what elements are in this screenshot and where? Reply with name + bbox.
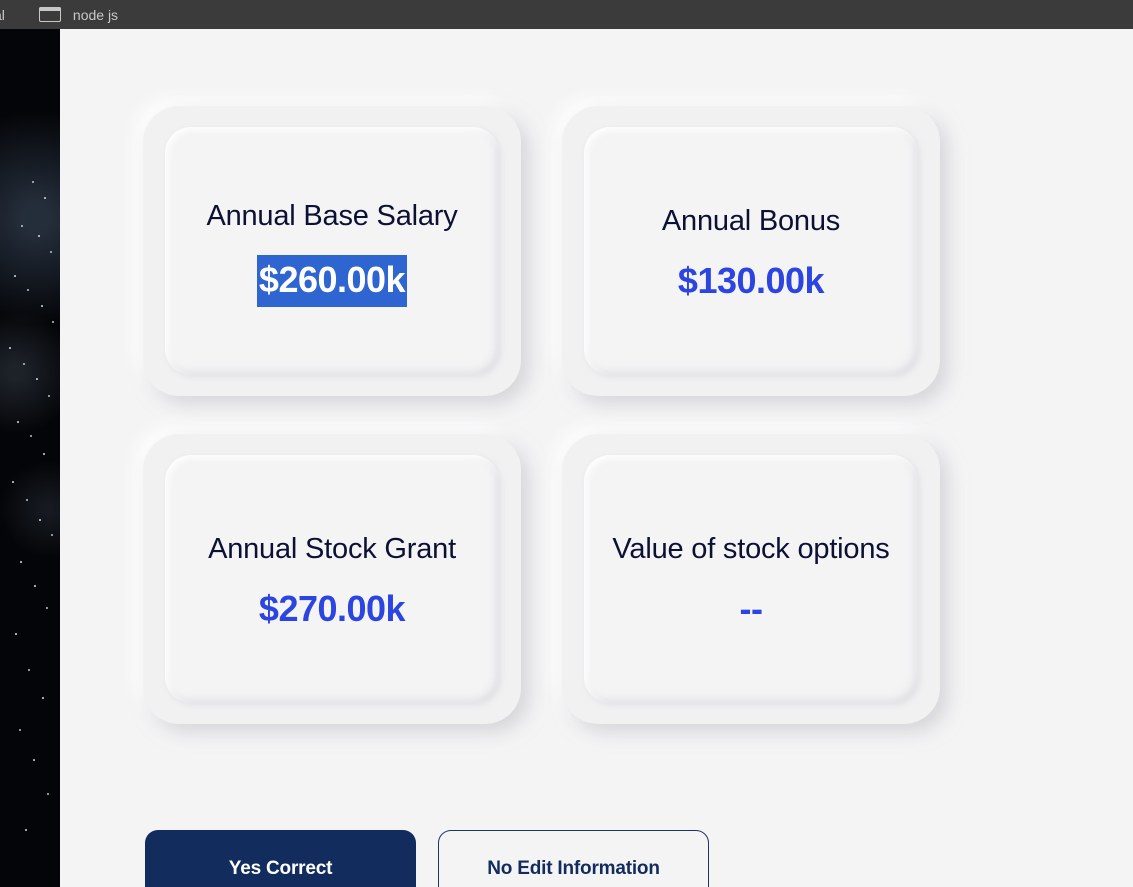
- yes-correct-button[interactable]: Yes Correct: [145, 830, 416, 887]
- card-value[interactable]: $260.00k: [256, 255, 408, 307]
- card-title: Annual Bonus: [661, 205, 841, 237]
- sidebar-background-image: [0, 29, 60, 887]
- action-button-row: Yes Correct No Edit Information: [145, 830, 709, 887]
- card-title: Value of stock options: [612, 533, 890, 565]
- window-icon: [38, 7, 61, 22]
- compensation-card-grid: Annual Base Salary $260.00k Annual Bonus…: [143, 106, 940, 724]
- toolbar-tab-node-js[interactable]: node js: [72, 6, 119, 23]
- card-annual-stock-grant[interactable]: Annual Stock Grant $270.00k: [143, 434, 521, 724]
- no-edit-information-button[interactable]: No Edit Information: [438, 830, 709, 887]
- card-inner: Value of stock options --: [584, 455, 918, 703]
- card-annual-bonus[interactable]: Annual Bonus $130.00k: [562, 106, 940, 396]
- main-content: Annual Base Salary $260.00k Annual Bonus…: [60, 29, 1133, 887]
- card-value[interactable]: $130.00k: [677, 260, 825, 301]
- card-title: Annual Base Salary: [206, 200, 458, 232]
- card-inner: Annual Bonus $130.00k: [584, 127, 918, 375]
- card-value[interactable]: --: [739, 588, 763, 629]
- card-value-of-stock-options[interactable]: Value of stock options --: [562, 434, 940, 724]
- card-title: Annual Stock Grant: [208, 533, 456, 565]
- card-annual-base-salary[interactable]: Annual Base Salary $260.00k: [143, 106, 521, 396]
- os-toolbar: al node js: [0, 0, 1133, 29]
- toolbar-truncated-label: al: [0, 6, 5, 23]
- card-value[interactable]: $270.00k: [258, 588, 406, 629]
- card-inner: Annual Stock Grant $270.00k: [165, 455, 499, 703]
- city-lights-dots: [0, 29, 60, 887]
- card-inner: Annual Base Salary $260.00k: [165, 127, 499, 375]
